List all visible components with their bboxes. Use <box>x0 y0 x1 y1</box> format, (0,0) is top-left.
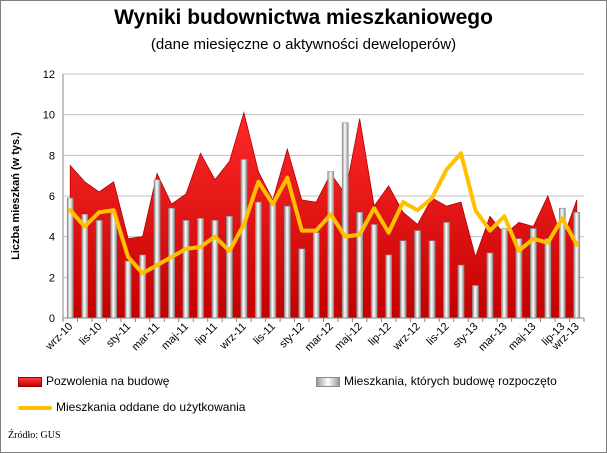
source-note: Źródło: GUS <box>8 430 61 441</box>
y-tick-label-6: 6 <box>49 191 55 203</box>
bar-started-maj-11 <box>168 207 175 319</box>
x-tick-label-lis-10: lis-10 <box>77 321 104 348</box>
legend-item-permits: Pozwolenia na budowę <box>18 374 169 388</box>
bar-started-lis-12 <box>428 240 436 319</box>
bar-started-lut-11 <box>124 260 132 319</box>
x-tick-label-maj-13: maj-13 <box>506 321 538 353</box>
legend-label-started: Mieszkania, których budowę rozpoczęto <box>344 374 557 388</box>
legend-swatch-started <box>316 376 340 387</box>
bar-started-lis-11 <box>255 201 262 319</box>
x-tick-label-wrz-12: wrz-12 <box>390 321 423 354</box>
x-tick-label-lis-11: lis-11 <box>251 321 278 348</box>
x-tick-label-sty-11: sty-11 <box>104 321 133 350</box>
y-tick-label-0: 0 <box>49 313 55 325</box>
bar-started-mar-12 <box>312 232 320 319</box>
bar-started-mar-13 <box>486 252 494 319</box>
chart-title: Wyniki budownictwa mieszkaniowego <box>114 6 493 29</box>
y-tick-label-8: 8 <box>49 150 55 162</box>
legend-swatch-completed <box>18 405 52 410</box>
x-tick-label-mar-11: mar-11 <box>130 321 163 354</box>
bar-started-wrz-12 <box>399 240 407 319</box>
bar-started-maj-12 <box>341 122 349 319</box>
bar-started-wrz-11 <box>226 216 233 319</box>
x-tick-label-lis-12: lis-12 <box>425 321 452 348</box>
x-tick-label-lip-11: lip-11 <box>193 321 220 348</box>
bar-started-wrz-13 <box>573 211 581 319</box>
bar-started-cze-11 <box>182 220 190 319</box>
legend-item-started: Mieszkania, których budowę rozpoczęto <box>316 374 557 388</box>
bar-started-kwi-12 <box>327 171 335 319</box>
bar-started-mar-11 <box>139 254 146 319</box>
legend-label-permits: Pozwolenia na budowę <box>46 374 170 388</box>
bar-started-lis-10 <box>81 214 89 319</box>
y-axis-title: Liczba mieszkań (w tys.) <box>10 132 22 260</box>
legend-swatch-permits <box>18 376 42 387</box>
bar-started-paź-12 <box>414 230 421 319</box>
bar-started-paź-10 <box>66 197 74 319</box>
x-tick-label-maj-12: maj-12 <box>333 321 365 353</box>
bar-started-lip-12 <box>370 224 378 319</box>
x-tick-label-maj-11: maj-11 <box>159 321 191 353</box>
bar-started-sty-13 <box>457 264 465 319</box>
x-tick-label-mar-12: mar-12 <box>303 321 336 354</box>
bar-started-gru-12 <box>443 222 450 319</box>
y-tick-label-10: 10 <box>43 110 55 122</box>
area-series-permits <box>69 111 578 319</box>
bar-started-lip-11 <box>197 218 204 319</box>
bar-started-sie-12 <box>385 254 392 319</box>
bar-started-sty-11 <box>110 211 117 319</box>
line-series-completed <box>68 151 579 276</box>
bar-started-paź-11 <box>240 159 248 319</box>
bar-started-lut-12 <box>298 248 306 319</box>
bar-started-lut-13 <box>472 285 479 319</box>
bar-started-gru-10 <box>95 220 103 319</box>
legend-label-completed: Mieszkania oddane do użytkowania <box>56 400 246 414</box>
bar-started-sty-12 <box>283 205 291 319</box>
y-tick-label-4: 4 <box>49 232 55 244</box>
bar-started-kwi-13 <box>501 228 508 319</box>
bar-started-kwi-11 <box>153 179 161 319</box>
x-tick-label-wrz-10: wrz-10 <box>43 321 76 354</box>
y-tick-label-12: 12 <box>43 69 55 81</box>
bar-started-lip-13 <box>544 238 552 319</box>
x-tick-label-wrz-11: wrz-11 <box>217 321 249 353</box>
legend-item-completed: Mieszkania oddane do użytkowania <box>18 400 245 414</box>
bar-started-gru-11 <box>269 203 277 319</box>
y-tick-label-2: 2 <box>49 272 55 284</box>
x-tick-label-mar-13: mar-13 <box>476 321 509 354</box>
chart-subtitle: (dane miesięczne o aktywności deweloperó… <box>150 36 457 53</box>
